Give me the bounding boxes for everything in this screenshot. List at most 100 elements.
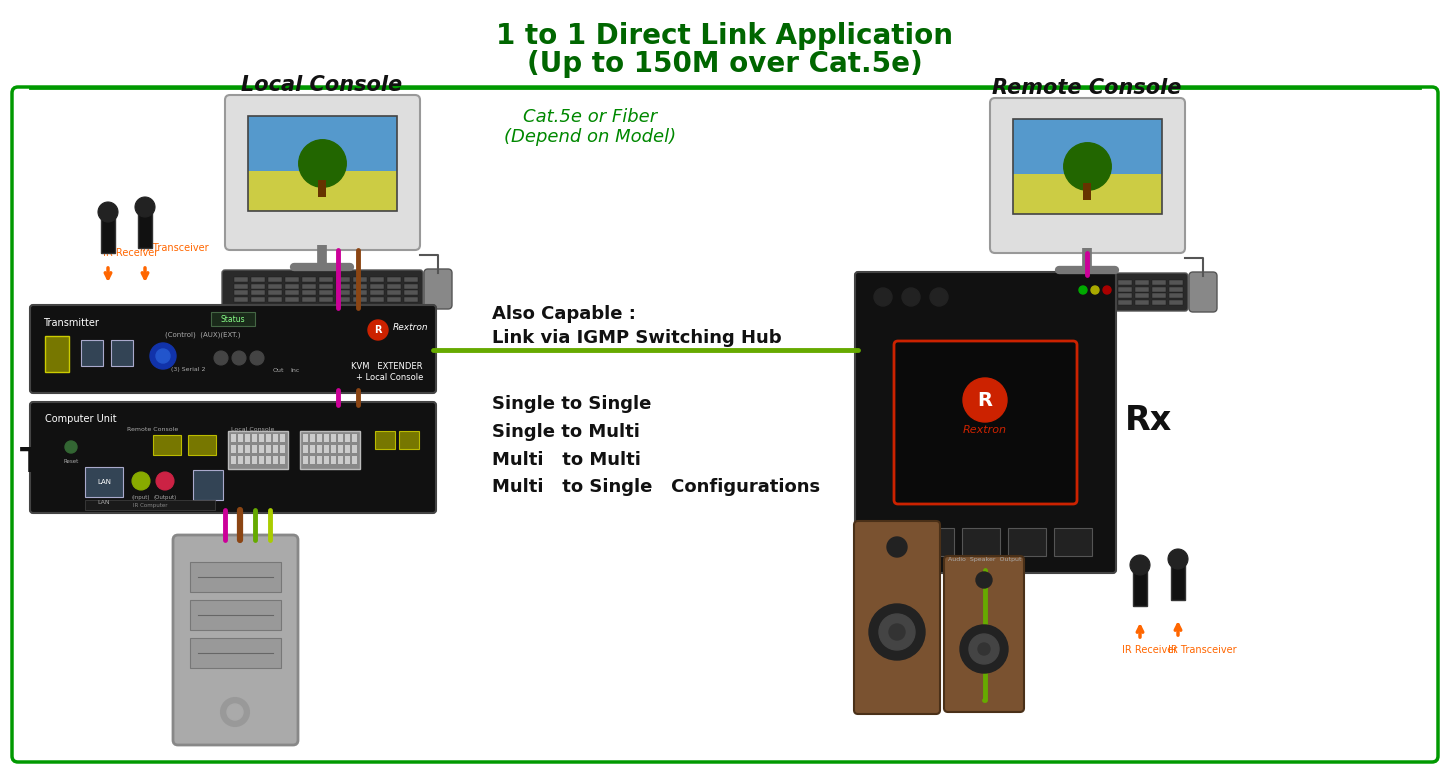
Circle shape xyxy=(149,343,175,369)
Bar xyxy=(1169,287,1183,291)
Bar xyxy=(154,435,181,455)
Circle shape xyxy=(889,624,905,640)
Bar xyxy=(1135,299,1148,305)
Circle shape xyxy=(368,320,389,340)
Bar xyxy=(233,297,248,301)
Bar xyxy=(268,297,281,301)
Bar xyxy=(336,284,349,288)
Bar xyxy=(268,290,281,295)
Bar xyxy=(233,277,248,282)
Bar xyxy=(319,297,334,301)
Bar xyxy=(252,445,257,453)
Bar xyxy=(280,434,286,442)
Text: KVM   EXTENDER
+ Local Console: KVM EXTENDER + Local Console xyxy=(351,362,423,382)
Bar xyxy=(999,280,1014,285)
Bar xyxy=(86,500,215,510)
FancyBboxPatch shape xyxy=(944,556,1024,712)
Bar xyxy=(248,171,397,211)
Circle shape xyxy=(879,614,915,650)
Bar xyxy=(323,434,329,442)
Bar xyxy=(961,528,1000,556)
FancyBboxPatch shape xyxy=(990,98,1185,253)
FancyBboxPatch shape xyxy=(225,95,420,250)
Text: IR Transceiver: IR Transceiver xyxy=(141,243,209,253)
Bar xyxy=(280,456,286,464)
Bar xyxy=(1101,293,1115,298)
Circle shape xyxy=(963,378,1006,422)
Bar xyxy=(302,290,316,295)
Bar xyxy=(86,467,123,497)
Bar xyxy=(1032,293,1047,298)
Text: Single to Single
Single to Multi
Multi   to Multi
Multi   to Single   Configurat: Single to Single Single to Multi Multi t… xyxy=(492,395,821,497)
Bar xyxy=(238,445,244,453)
Circle shape xyxy=(1064,143,1111,190)
Bar xyxy=(260,456,264,464)
Circle shape xyxy=(1169,549,1188,569)
Text: (Up to 150M over Cat.5e): (Up to 150M over Cat.5e) xyxy=(528,50,922,78)
Bar xyxy=(251,290,265,295)
Bar xyxy=(1067,293,1082,298)
Text: LAN: LAN xyxy=(97,479,112,485)
Bar xyxy=(310,456,315,464)
Bar xyxy=(331,456,336,464)
Bar xyxy=(1151,293,1166,298)
Bar xyxy=(251,277,265,282)
Bar xyxy=(1085,280,1098,285)
Bar xyxy=(1101,280,1115,285)
Bar xyxy=(310,434,315,442)
Bar xyxy=(1172,562,1185,600)
Text: Local Console: Local Console xyxy=(242,75,403,95)
Bar xyxy=(323,456,329,464)
Bar xyxy=(1083,183,1092,200)
Bar xyxy=(999,293,1014,298)
Circle shape xyxy=(1130,555,1150,575)
Bar xyxy=(345,456,349,464)
Circle shape xyxy=(157,349,170,363)
Text: IR Receiver: IR Receiver xyxy=(103,248,158,258)
Bar xyxy=(319,284,334,288)
Bar xyxy=(1151,299,1166,305)
Text: (Control)  (AUX)(EXT.): (Control) (AUX)(EXT.) xyxy=(165,332,241,338)
Bar xyxy=(999,299,1014,305)
Bar xyxy=(1135,287,1148,291)
Bar xyxy=(1008,528,1045,556)
Circle shape xyxy=(976,572,992,588)
Bar xyxy=(245,456,249,464)
Bar xyxy=(260,445,264,453)
Bar xyxy=(1151,287,1166,291)
Bar xyxy=(1118,293,1132,298)
Circle shape xyxy=(902,288,919,306)
Bar xyxy=(387,290,402,295)
Bar xyxy=(1067,287,1082,291)
Text: IR Computer: IR Computer xyxy=(133,502,167,508)
FancyBboxPatch shape xyxy=(30,305,436,393)
Bar xyxy=(370,277,384,282)
Bar xyxy=(273,456,278,464)
Bar xyxy=(1118,280,1132,285)
Bar xyxy=(1050,287,1064,291)
Bar xyxy=(336,277,349,282)
Bar xyxy=(268,277,281,282)
Text: Transmitter: Transmitter xyxy=(44,318,99,328)
Circle shape xyxy=(132,472,149,490)
Text: 1 to 1 Direct Link Application: 1 to 1 Direct Link Application xyxy=(496,22,954,50)
Bar xyxy=(318,445,322,453)
Text: Status: Status xyxy=(220,315,245,324)
Bar xyxy=(370,297,384,301)
Bar xyxy=(1032,299,1047,305)
Bar xyxy=(303,445,307,453)
Bar xyxy=(999,287,1014,291)
Bar xyxy=(193,470,223,500)
Circle shape xyxy=(1090,286,1099,294)
Bar xyxy=(318,456,322,464)
Bar xyxy=(1016,287,1030,291)
Text: Audio  Speaker  Output: Audio Speaker Output xyxy=(948,558,1022,562)
Bar xyxy=(916,528,954,556)
Text: (3) Serial 2: (3) Serial 2 xyxy=(171,368,206,372)
Bar xyxy=(1085,293,1098,298)
Text: (Input): (Input) xyxy=(132,495,151,500)
Bar xyxy=(352,284,367,288)
Bar xyxy=(302,284,316,288)
Bar xyxy=(352,445,357,453)
Bar xyxy=(248,116,397,211)
